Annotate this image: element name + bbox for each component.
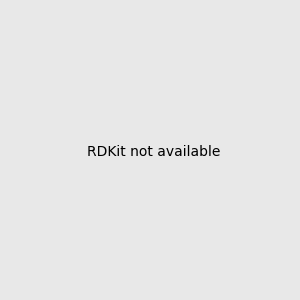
Text: RDKit not available: RDKit not available (87, 145, 220, 158)
